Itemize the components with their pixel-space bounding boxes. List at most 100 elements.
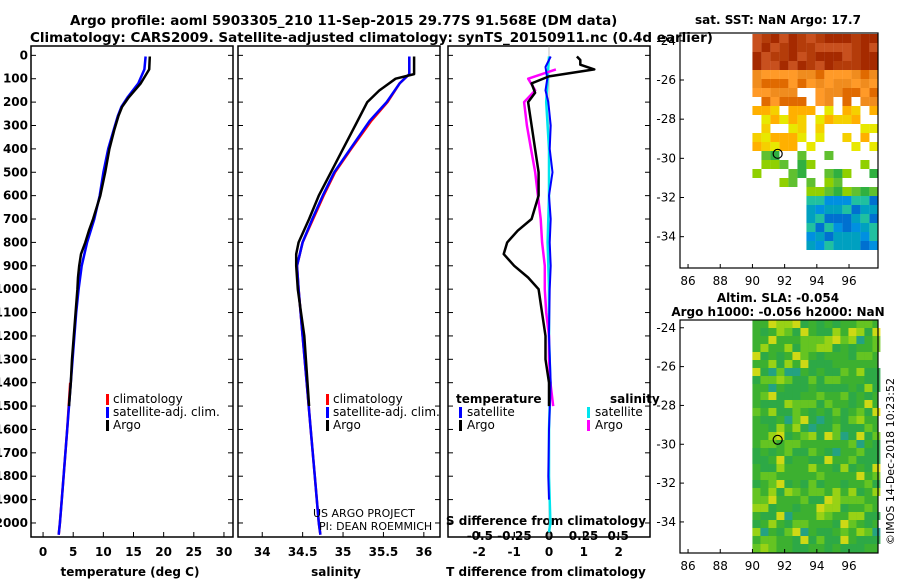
sst-cell (806, 79, 816, 88)
sla-cell (856, 432, 865, 440)
sla-map-title1: Altim. SLA: -0.054 (717, 291, 839, 305)
sst-cell (842, 115, 852, 124)
sla-cell (872, 368, 881, 376)
sla-cell (872, 480, 881, 488)
sst-cell (815, 214, 825, 223)
sst-cell (842, 61, 852, 70)
t-legend-label: satellite (467, 405, 515, 419)
sla-cell (864, 328, 873, 336)
temperature-legend-swatch (106, 407, 109, 418)
sst-cell (761, 106, 771, 115)
temperature-legend-label: climatology (113, 392, 183, 406)
sla-cell (816, 456, 825, 464)
sla-cell (856, 448, 865, 456)
sla-cell (768, 416, 777, 424)
sla-cell (752, 480, 761, 488)
sla-cell (808, 456, 817, 464)
sst-cell (869, 205, 879, 214)
sla-cell (800, 320, 809, 328)
sla-cell (760, 328, 769, 336)
sla-cell (848, 488, 857, 496)
sla-cell (784, 400, 793, 408)
sla-cell (856, 512, 865, 520)
sla-cell (872, 408, 881, 416)
sst-cell (815, 79, 825, 88)
sst-cell (770, 70, 780, 79)
sla-cell (848, 416, 857, 424)
sla-cell (848, 336, 857, 344)
sla-map-x-tick-label: 86 (680, 559, 695, 573)
sla-cell (808, 376, 817, 384)
sst-cell (815, 70, 825, 79)
sla-cell (800, 432, 809, 440)
sla-cell (776, 528, 785, 536)
sla-cell (816, 480, 825, 488)
sst-cell (824, 97, 834, 106)
sla-cell (784, 448, 793, 456)
sla-cell (872, 456, 881, 464)
sla-map-y-tick-label: -32 (656, 476, 676, 490)
sla-cell (768, 472, 777, 480)
sla-cell (816, 392, 825, 400)
sla-cell (840, 480, 849, 488)
sla-cell (776, 408, 785, 416)
header-line1: Argo profile: aoml 5903305_210 11-Sep-20… (70, 13, 618, 29)
sst-cell (824, 52, 834, 61)
sla-cell (768, 368, 777, 376)
sla-cell (768, 392, 777, 400)
sla-cell (848, 440, 857, 448)
sla-cell (856, 352, 865, 360)
sst-map-y-tick-label: -26 (656, 73, 676, 87)
sla-cell (848, 424, 857, 432)
sla-cell (792, 320, 801, 328)
temperature-axis-label: temperature (deg C) (61, 565, 200, 579)
sla-cell (832, 432, 841, 440)
sst-cell (833, 43, 843, 52)
sla-cell (760, 472, 769, 480)
sla-cell (864, 504, 873, 512)
salinity-satellite-line (295, 56, 411, 535)
sla-cell (856, 368, 865, 376)
sst-cell (797, 52, 807, 61)
sst-cell (797, 160, 807, 169)
sst-cell (815, 232, 825, 241)
sst-cell (842, 205, 852, 214)
sla-cell (792, 392, 801, 400)
x-tick-label: 0 (545, 545, 553, 559)
sst-cell (815, 205, 825, 214)
sst-cell (833, 70, 843, 79)
sla-cell (760, 496, 769, 504)
sla-cell (800, 528, 809, 536)
sla-cell (832, 520, 841, 528)
depth-tick-label: 400 (3, 142, 28, 156)
sst-cell (797, 70, 807, 79)
sst-cell (860, 133, 870, 142)
sla-cell (800, 360, 809, 368)
depth-tick-label: 1900 (0, 493, 28, 507)
sla-cell (856, 384, 865, 392)
sst-cell (770, 88, 780, 97)
salinity-legend-label: satellite-adj. clim. (333, 405, 440, 419)
sla-cell (856, 440, 865, 448)
sst-map-x-tick-label: 88 (713, 274, 728, 288)
sla-cell (824, 456, 833, 464)
sla-cell (816, 416, 825, 424)
sst-cell (860, 223, 870, 232)
sla-cell (768, 512, 777, 520)
sla-cell (784, 488, 793, 496)
sla-cell (768, 376, 777, 384)
sla-cell (776, 480, 785, 488)
sla-cell (776, 400, 785, 408)
temperature-legend-label: Argo (113, 418, 141, 432)
sst-cell (833, 52, 843, 61)
sla-cell (800, 448, 809, 456)
sla-cell (800, 544, 809, 552)
sla-cell (776, 320, 785, 328)
sla-cell (848, 328, 857, 336)
argo-position-marker-sla (772, 434, 783, 445)
sla-cell (768, 432, 777, 440)
s-legend-swatch (587, 407, 590, 418)
sla-cell (800, 352, 809, 360)
sst-cell (797, 133, 807, 142)
sla-cell (824, 448, 833, 456)
